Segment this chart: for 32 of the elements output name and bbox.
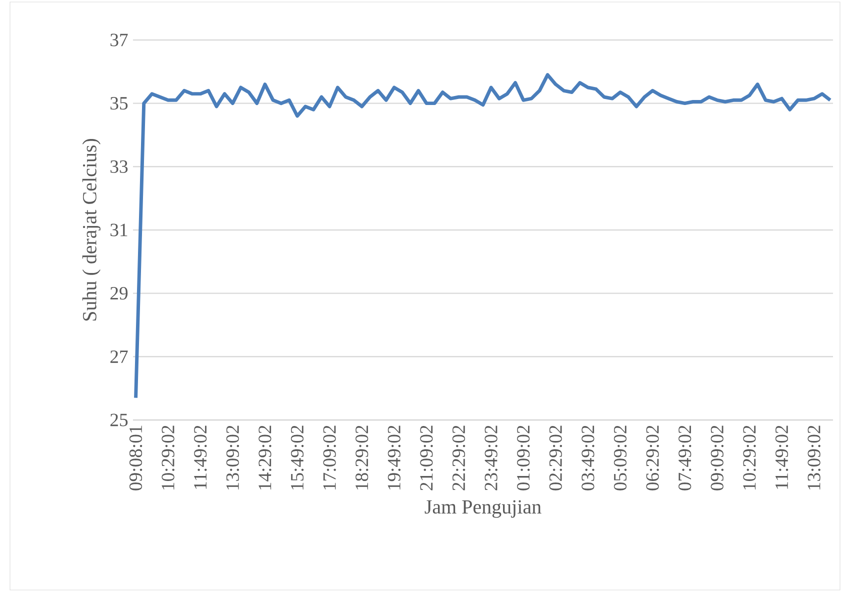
x-tick-label: 23:49:02 — [484, 426, 498, 490]
x-tick-label: 17:09:02 — [323, 426, 336, 490]
x-tick-label: 11:49:02 — [194, 426, 207, 489]
y-tick-label: 25 — [110, 414, 128, 426]
x-axis-title: Jam Pengujian — [424, 500, 542, 518]
x-tick-label: 07:49:02 — [678, 426, 692, 490]
y-tick-label: 33 — [110, 160, 128, 173]
line-series — [134, 73, 832, 400]
y-tick-label: 31 — [110, 224, 128, 236]
y-tick-label: 27 — [110, 350, 128, 363]
x-tick-label: 06:29:02 — [646, 426, 659, 490]
x-tick-label: 21:09:02 — [420, 426, 433, 490]
x-tick-label: 09:09:02 — [710, 426, 724, 490]
x-tick-label: 13:09:02 — [226, 426, 240, 490]
x-tick-label: 11:49:02 — [775, 426, 788, 489]
x-tick-label: 14:29:02 — [258, 426, 272, 490]
y-tick-label: 35 — [110, 97, 128, 110]
x-tick-label: 15:49:02 — [290, 426, 304, 490]
x-tick-label: 19:49:02 — [388, 426, 401, 490]
x-tick-label: 02:29:02 — [549, 426, 562, 490]
x-tick-label: 22:29:02 — [452, 426, 466, 490]
y-tick-label: 29 — [110, 287, 128, 300]
x-tick-label: 01:09:02 — [517, 426, 530, 490]
y-axis-title: Suhu ( derajat Celcius) — [82, 138, 100, 321]
x-tick-label: 09:08:01 — [129, 426, 142, 490]
x-tick-label: 10:29:02 — [162, 426, 174, 490]
x-tick-label: 05:09:02 — [614, 426, 627, 490]
x-tick-label: 18:29:02 — [356, 426, 368, 490]
x-tick-label: 03:49:02 — [582, 426, 594, 490]
x-tick-label: 13:09:02 — [808, 426, 820, 490]
y-tick-label: 37 — [110, 34, 128, 46]
x-tick-label: 10:29:02 — [743, 426, 756, 490]
